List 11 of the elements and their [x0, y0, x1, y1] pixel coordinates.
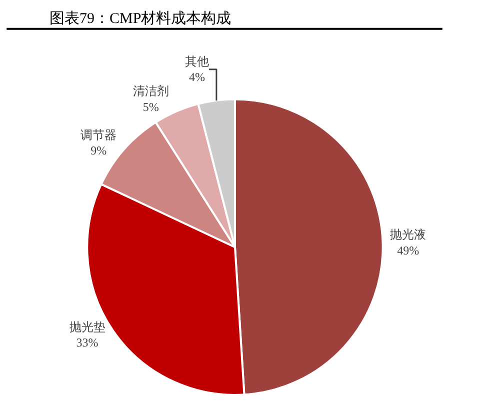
slice-label: 抛光垫	[69, 320, 106, 334]
data-label: 49%	[397, 243, 420, 258]
chart-title: 图表79：CMP材料成本构成	[50, 10, 232, 27]
data-label: 5%	[142, 100, 159, 114]
slice-label: 抛光液	[390, 228, 426, 242]
slice-label: 调节器	[80, 128, 117, 142]
slice-label: 清洁剂	[132, 84, 169, 98]
data-label: 4%	[189, 70, 206, 84]
data-label: 33%	[76, 336, 98, 350]
slice-label: 其他	[185, 54, 210, 69]
data-label: 9%	[90, 144, 107, 158]
